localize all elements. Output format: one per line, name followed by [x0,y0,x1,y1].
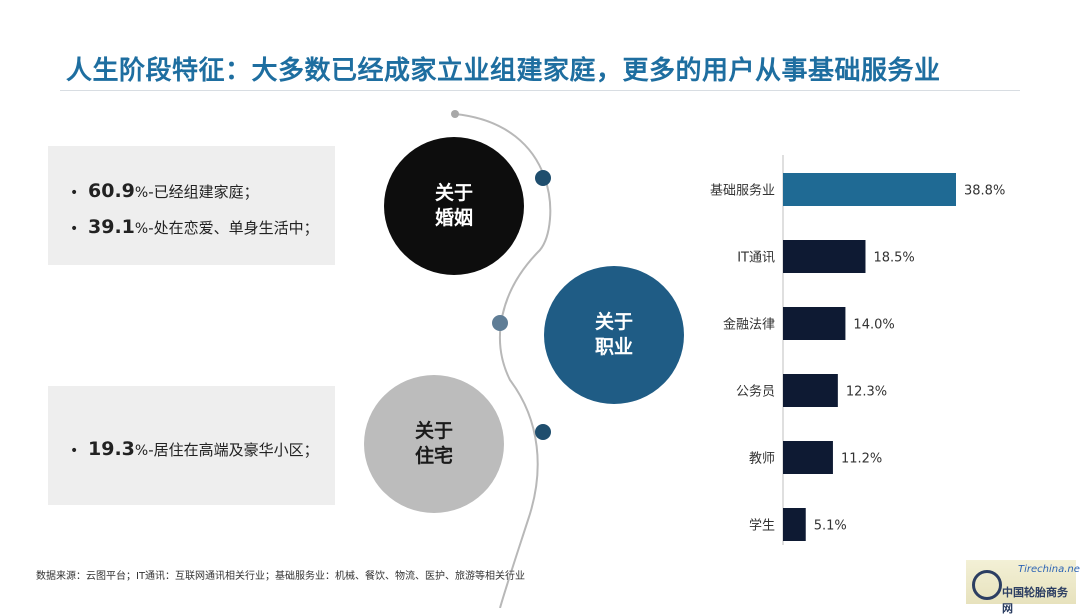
circle-label-top: 关于 [594,311,633,333]
circle-label-bottom: 婚姻 [434,207,473,229]
category-label: 学生 [749,518,775,534]
stat-value: 60.9 [88,180,135,202]
data-source-note: 数据来源：云图平台；IT通讯：互联网通讯相关行业；基础服务业：机械、餐饮、物流、… [36,571,526,582]
bar-0 [783,173,956,206]
bullet-icon: • [70,185,79,201]
marriage-stat-2: • 39.1%-处在恋爱、单身生活中； [70,216,319,238]
circle-label-top: 关于 [414,420,453,442]
value-label: 38.8% [964,184,1005,199]
stat-text: -处在恋爱、单身生活中； [148,219,319,237]
value-label: 14.0% [853,318,894,333]
occupation-bar-chart: 基础服务业 38.8% IT通讯 18.5% 金融法律 14.0% 公务员 12.3% 教师 11… [710,155,1005,545]
category-label: 教师 [749,451,775,467]
category-label: 金融法律 [723,317,775,333]
value-label: 12.3% [846,385,887,400]
stat-text: -居住在高端及豪华小区； [148,441,319,459]
stat-value: 39.1 [88,216,135,238]
circle-label-top: 关于 [434,182,473,204]
marriage-stats-box: • 60.9%-已经组建家庭； • 39.1%-处在恋爱、单身生活中； [48,146,335,265]
circle-label-bottom: 职业 [594,336,633,358]
category-label: 公务员 [736,384,775,400]
title-divider [60,90,1020,91]
stat-unit: % [134,185,149,201]
category-label: IT通讯 [737,251,775,266]
stat-unit: % [134,221,149,237]
watermark-logo: Tirechina.net 中国轮胎商务网 [966,560,1080,615]
bullet-icon: • [70,221,79,237]
category-label: 基础服务业 [710,183,775,199]
bullet-icon: • [70,443,79,459]
page-title: 人生阶段特征：大多数已经成家立业组建家庭，更多的用户从事基础服务业 [66,56,941,86]
marriage-connector-dot [535,170,551,186]
career-connector-dot [492,315,508,331]
watermark-url: Tirechina.net [1018,564,1080,575]
value-label: 5.1% [814,519,847,534]
housing-connector-dot [535,424,551,440]
stat-text: -已经组建家庭； [148,183,259,201]
bar-1 [783,240,866,273]
value-label: 18.5% [873,251,914,266]
stat-value: 19.3 [88,438,135,460]
connector-line [454,113,552,608]
marriage-stat-1: • 60.9%-已经组建家庭； [70,180,259,202]
stat-unit: % [134,443,149,459]
marriage-circle: 关于 婚姻 [384,137,524,275]
career-circle: 关于 职业 [544,266,684,404]
value-label: 11.2% [841,452,882,467]
bar-5 [783,508,806,541]
bar-2 [783,307,846,340]
bar-4 [783,441,833,474]
housing-stat-1: • 19.3%-居住在高端及豪华小区； [70,438,319,460]
circle-label-bottom: 住宅 [414,445,453,467]
watermark-name: 中国轮胎商务网 [1002,586,1068,615]
housing-stats-box: • 19.3%-居住在高端及豪华小区； [48,386,335,505]
tire-icon [972,570,1002,600]
housing-circle: 关于 住宅 [364,375,504,513]
connector-start-dot [451,110,459,118]
bar-3 [783,374,838,407]
